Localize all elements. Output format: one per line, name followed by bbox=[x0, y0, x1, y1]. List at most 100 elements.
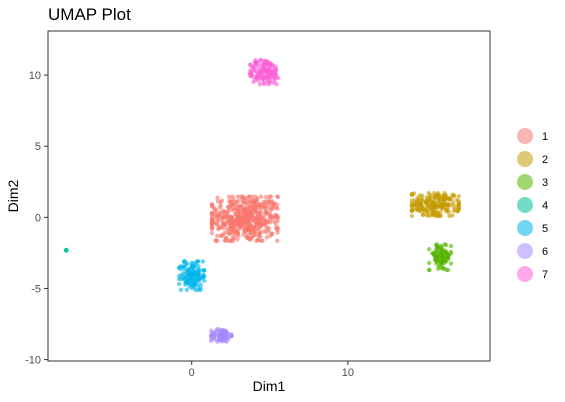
data-point-cluster-6 bbox=[218, 333, 223, 338]
y-tick-label: 10 bbox=[29, 70, 41, 82]
data-point-cluster-1 bbox=[233, 220, 239, 225]
data-point-cluster-5 bbox=[178, 287, 184, 293]
data-point-cluster-3 bbox=[434, 254, 440, 260]
data-point-cluster-1 bbox=[233, 212, 238, 217]
x-tick-label: 0 bbox=[189, 367, 195, 379]
data-point-cluster-1 bbox=[219, 198, 225, 203]
data-point-cluster-1 bbox=[209, 225, 215, 230]
data-point-cluster-7 bbox=[273, 72, 279, 78]
data-point-cluster-6 bbox=[209, 338, 214, 344]
data-point-cluster-1 bbox=[258, 194, 264, 199]
data-point-cluster-1 bbox=[255, 214, 260, 219]
data-point-cluster-2 bbox=[424, 200, 430, 205]
data-point-cluster-7 bbox=[256, 78, 261, 84]
data-point-cluster-1 bbox=[235, 237, 240, 242]
data-point-cluster-1 bbox=[237, 222, 242, 227]
data-point-cluster-1 bbox=[236, 198, 241, 204]
y-axis-label: Dim2 bbox=[5, 179, 21, 212]
data-point-cluster-5 bbox=[190, 265, 196, 271]
y-tick-label: 5 bbox=[35, 141, 41, 153]
legend-key-2 bbox=[517, 151, 533, 167]
data-point-cluster-1 bbox=[215, 199, 221, 204]
data-point-cluster-1 bbox=[245, 227, 250, 232]
x-axis-label: Dim1 bbox=[253, 378, 286, 394]
data-point-cluster-5 bbox=[182, 264, 187, 269]
data-point-cluster-1 bbox=[213, 238, 218, 243]
data-point-cluster-1 bbox=[264, 235, 269, 240]
data-point-cluster-3 bbox=[439, 266, 445, 271]
data-point-cluster-5 bbox=[202, 268, 207, 273]
data-point-cluster-5 bbox=[200, 259, 206, 264]
data-point-cluster-2 bbox=[436, 203, 442, 209]
y-tick-label: -10 bbox=[25, 355, 41, 367]
data-point-cluster-3 bbox=[426, 267, 432, 273]
data-point-cluster-5 bbox=[198, 287, 203, 293]
data-point-cluster-2 bbox=[426, 213, 431, 219]
data-point-cluster-1 bbox=[258, 230, 263, 235]
data-point-cluster-1 bbox=[275, 230, 280, 235]
data-point-cluster-1 bbox=[209, 219, 215, 224]
data-point-cluster-1 bbox=[241, 199, 246, 204]
data-point-cluster-1 bbox=[227, 221, 232, 226]
data-point-cluster-1 bbox=[273, 205, 279, 210]
data-point-cluster-1 bbox=[275, 194, 280, 199]
data-point-cluster-3 bbox=[445, 254, 450, 259]
legend-label-1: 1 bbox=[542, 131, 548, 143]
data-point-cluster-5 bbox=[184, 287, 190, 293]
data-point-cluster-1 bbox=[275, 216, 280, 221]
points-layer bbox=[63, 58, 461, 344]
data-point-cluster-1 bbox=[257, 211, 262, 216]
data-point-cluster-6 bbox=[209, 333, 214, 339]
data-point-cluster-2 bbox=[424, 207, 429, 213]
data-point-cluster-1 bbox=[251, 227, 256, 232]
data-point-cluster-1 bbox=[246, 205, 252, 210]
legend-key-3 bbox=[517, 174, 533, 190]
data-point-cluster-2 bbox=[439, 195, 445, 200]
data-point-cluster-1 bbox=[234, 202, 240, 208]
legend-label-6: 6 bbox=[542, 246, 548, 258]
data-point-cluster-1 bbox=[258, 234, 263, 239]
y-tick-label: 0 bbox=[35, 212, 41, 224]
data-point-cluster-7 bbox=[265, 59, 270, 64]
data-point-cluster-7 bbox=[250, 74, 255, 80]
data-point-cluster-1 bbox=[260, 204, 266, 209]
data-point-cluster-2 bbox=[442, 202, 447, 208]
data-point-cluster-1 bbox=[209, 202, 215, 207]
legend-key-5 bbox=[517, 220, 533, 236]
data-point-cluster-3 bbox=[444, 259, 449, 264]
data-point-cluster-1 bbox=[235, 194, 240, 199]
data-point-cluster-5 bbox=[201, 274, 206, 280]
data-point-cluster-1 bbox=[269, 231, 274, 236]
data-point-cluster-1 bbox=[239, 203, 244, 208]
data-point-cluster-1 bbox=[215, 195, 220, 200]
data-point-cluster-4 bbox=[64, 247, 69, 253]
data-point-cluster-7 bbox=[270, 62, 275, 67]
data-point-cluster-1 bbox=[252, 207, 257, 212]
data-point-cluster-6 bbox=[222, 337, 227, 342]
data-point-cluster-1 bbox=[250, 194, 255, 199]
data-point-cluster-2 bbox=[409, 201, 415, 206]
data-point-cluster-5 bbox=[183, 274, 188, 280]
data-point-cluster-1 bbox=[213, 207, 219, 212]
chart-title: UMAP Plot bbox=[48, 5, 131, 24]
data-point-cluster-1 bbox=[217, 205, 223, 210]
data-point-cluster-5 bbox=[196, 271, 202, 277]
legend-label-3: 3 bbox=[542, 177, 548, 189]
data-point-cluster-2 bbox=[451, 201, 456, 206]
data-point-cluster-2 bbox=[409, 213, 415, 219]
data-point-cluster-1 bbox=[254, 196, 260, 202]
data-point-cluster-3 bbox=[438, 246, 444, 252]
data-point-cluster-6 bbox=[215, 331, 220, 337]
data-point-cluster-2 bbox=[436, 194, 441, 199]
legend-key-7 bbox=[517, 266, 533, 282]
data-point-cluster-1 bbox=[222, 222, 227, 228]
legend-label-5: 5 bbox=[542, 223, 548, 235]
data-point-cluster-1 bbox=[263, 223, 268, 229]
data-point-cluster-1 bbox=[254, 238, 259, 243]
data-point-cluster-1 bbox=[209, 230, 215, 236]
data-point-cluster-3 bbox=[426, 260, 432, 266]
data-point-cluster-1 bbox=[221, 214, 227, 220]
data-point-cluster-1 bbox=[266, 228, 271, 234]
data-point-cluster-1 bbox=[243, 212, 248, 218]
